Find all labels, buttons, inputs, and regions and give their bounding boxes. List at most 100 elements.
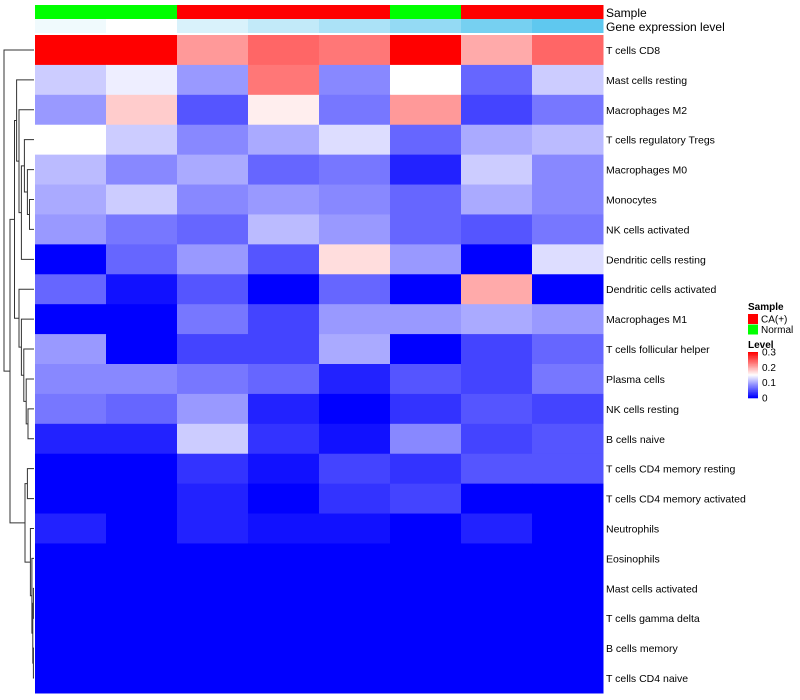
heatmap-cell-r20-c5 xyxy=(319,603,391,634)
heatmap-cell-r11-c1 xyxy=(35,334,107,365)
row-label: T cells CD4 memory activated xyxy=(606,494,746,506)
heatmap-cell-r4-c5 xyxy=(319,124,391,156)
dendrogram-branch-10 xyxy=(23,348,34,402)
level-legend-tick: 0 xyxy=(762,394,768,405)
dendrogram-branch-8 xyxy=(27,408,34,440)
heatmap-cell-r15-c5 xyxy=(319,453,391,485)
row-label: NK cells resting xyxy=(606,404,679,416)
gene-level-annotation-cell-8 xyxy=(532,19,604,33)
row-label: T cells CD8 xyxy=(606,45,660,57)
heatmap-cell-r17-c6 xyxy=(390,513,462,544)
heatmap-cell-r13-c2 xyxy=(106,393,178,425)
sample-annotation-cell-4 xyxy=(248,5,320,19)
level-colorbar-segment xyxy=(748,354,758,356)
heatmap-cell-r4-c8 xyxy=(532,124,604,156)
heatmap-cell-r17-c7 xyxy=(461,513,533,544)
level-colorbar-segment xyxy=(748,353,758,355)
heatmap-cell-r14-c2 xyxy=(106,423,178,455)
heatmap-cell-r16-c4 xyxy=(248,483,320,515)
heatmap-cell-r21-c1 xyxy=(35,633,107,664)
level-colorbar-segment xyxy=(748,393,758,395)
gene-level-annotation-cell-2 xyxy=(106,19,178,33)
heatmap-cell-r14-c8 xyxy=(532,423,604,455)
heatmap-cell-r18-c5 xyxy=(319,543,391,574)
heatmap-cell-r1-c1 xyxy=(35,35,107,66)
heatmap-cell-r11-c6 xyxy=(390,334,462,365)
heatmap-cell-r18-c1 xyxy=(35,543,107,574)
heatmap-cell-r5-c5 xyxy=(319,154,391,186)
heatmap-cell-r5-c6 xyxy=(390,154,462,186)
level-colorbar-segment xyxy=(748,384,758,386)
level-colorbar-segment xyxy=(748,377,758,379)
sample-track-label: Sample xyxy=(606,6,647,20)
heatmap-cell-r6-c8 xyxy=(532,184,604,215)
row-label: Macrophages M0 xyxy=(606,165,687,177)
heatmap-cell-r9-c3 xyxy=(177,274,249,305)
heatmap-cell-r6-c4 xyxy=(248,184,320,215)
heatmap-cell-r22-c2 xyxy=(106,663,178,694)
heatmap-cell-r5-c2 xyxy=(106,154,178,186)
level-colorbar-segment xyxy=(748,366,758,369)
dendrogram-branch-20 xyxy=(9,218,25,524)
sample-legend-swatch xyxy=(748,324,758,335)
level-colorbar-segment xyxy=(748,360,758,362)
heatmap-cell-r16-c5 xyxy=(319,483,391,515)
level-colorbar-segment xyxy=(748,372,758,375)
heatmap-cell-r7-c5 xyxy=(319,214,391,245)
heatmap-cell-r1-c7 xyxy=(461,35,533,66)
heatmap-cell-r19-c2 xyxy=(106,573,178,604)
heatmap-cell-r15-c2 xyxy=(106,453,178,485)
heatmap-cell-r7-c3 xyxy=(177,214,249,245)
row-label: Neutrophils xyxy=(606,524,659,536)
heatmap-cell-r19-c3 xyxy=(177,573,249,604)
heatmap-cell-r4-c7 xyxy=(461,124,533,156)
heatmap-cell-r9-c8 xyxy=(532,274,604,305)
level-colorbar-segment xyxy=(748,355,758,357)
heatmap-cell-r10-c4 xyxy=(248,304,320,335)
level-legend-tick: 0.2 xyxy=(762,363,776,374)
heatmap-cell-r13-c6 xyxy=(390,393,462,425)
heatmap-cell-r18-c2 xyxy=(106,543,178,574)
heatmap-cell-r5-c3 xyxy=(177,154,249,186)
level-legend-title: Level xyxy=(748,340,774,351)
gene-level-annotation-cell-3 xyxy=(177,19,249,33)
heatmap-cell-r10-c8 xyxy=(532,304,604,335)
row-labels: T cells CD8 Mast cells resting Macrophages… xyxy=(606,45,746,685)
heatmap-cell-r2-c3 xyxy=(177,64,249,96)
heatmap-cell-r11-c3 xyxy=(177,334,249,365)
heatmap-cell-r4-c4 xyxy=(248,124,320,156)
level-colorbar-segment xyxy=(748,361,758,363)
heatmap-cell-r15-c6 xyxy=(390,453,462,485)
heatmap-cell-r16-c6 xyxy=(390,483,462,515)
heatmap-cell-r5-c7 xyxy=(461,154,533,186)
heatmap-cell-r21-c7 xyxy=(461,633,533,664)
heatmap-cell-r16-c1 xyxy=(35,483,107,515)
heatmap-cell-r21-c2 xyxy=(106,633,178,664)
heatmap-cell-r3-c7 xyxy=(461,94,533,126)
heatmap-cell-r14-c1 xyxy=(35,423,107,455)
dendrogram-branch-6 xyxy=(26,468,34,500)
heatmap-cell-r13-c3 xyxy=(177,393,249,425)
heatmap-cell-r6-c7 xyxy=(461,184,533,215)
heatmap-cell-r11-c8 xyxy=(532,334,604,365)
heatmap-cell-r15-c8 xyxy=(532,453,604,485)
dendrogram-branch-13 xyxy=(29,199,34,230)
gene-level-annotation-cell-4 xyxy=(248,19,320,33)
heatmap-cell-r12-c8 xyxy=(532,364,604,395)
heatmap-cell-r2-c1 xyxy=(35,64,107,96)
heatmap-cell-r10-c6 xyxy=(390,304,462,335)
heatmap-cell-r10-c1 xyxy=(35,304,107,335)
heatmap-cell-r19-c5 xyxy=(319,573,391,604)
heatmap-cell-r8-c5 xyxy=(319,244,391,275)
level-colorbar-segment xyxy=(748,368,758,370)
sample-annotation-cell-7 xyxy=(461,5,533,19)
row-label: Dendritic cells resting xyxy=(606,254,706,266)
heatmap-cell-r20-c2 xyxy=(106,603,178,634)
heatmap-cell-r1-c8 xyxy=(532,35,604,66)
heatmap-cell-r15-c1 xyxy=(35,453,107,485)
level-colorbar-segment xyxy=(748,379,758,382)
heatmap-cell-r8-c4 xyxy=(248,244,320,275)
sample-annotation-cell-5 xyxy=(319,5,391,19)
